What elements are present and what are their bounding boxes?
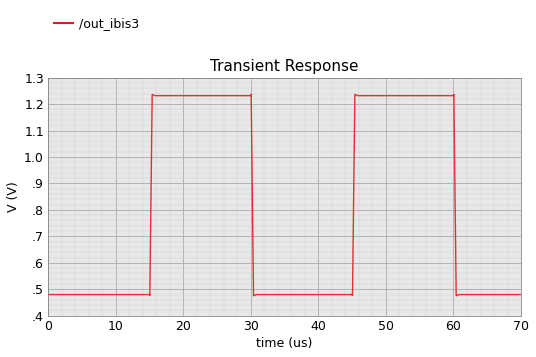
Legend: /out_ibis3: /out_ibis3	[54, 17, 139, 30]
Title: Transient Response: Transient Response	[210, 59, 359, 74]
Y-axis label: V (V): V (V)	[7, 181, 20, 212]
X-axis label: time (us): time (us)	[256, 337, 313, 350]
